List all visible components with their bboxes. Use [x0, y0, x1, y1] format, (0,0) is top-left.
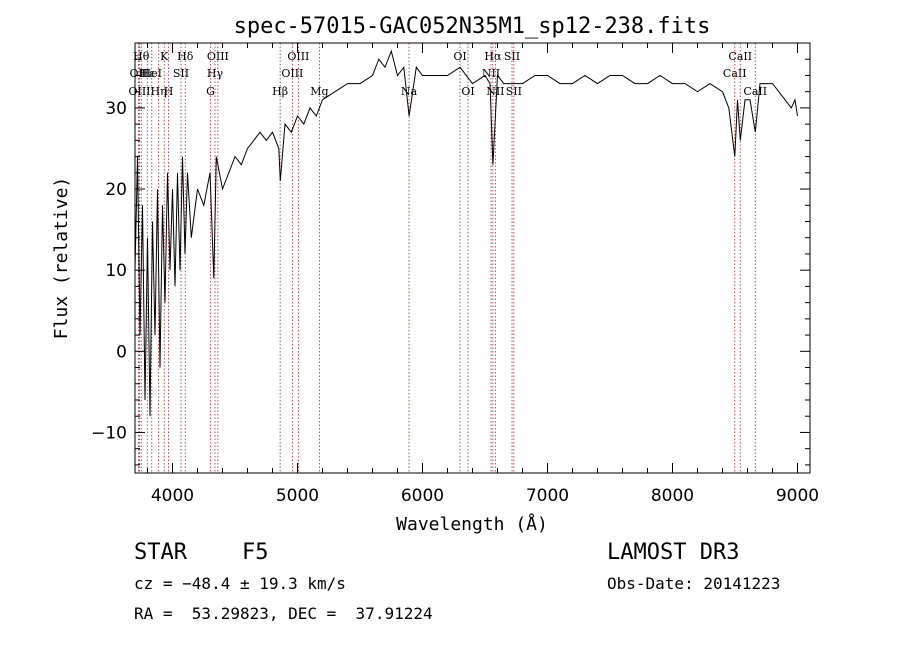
y-tick-label-2: 10	[105, 261, 127, 281]
line-label-15: OIII	[287, 50, 309, 63]
line-label-22: NII	[486, 85, 504, 98]
object-class: STAR	[134, 540, 187, 565]
line-label-0: Hθ	[133, 50, 150, 63]
x-axis-label: Wavelength (Å)	[396, 513, 548, 535]
line-label-12: OIII	[207, 50, 229, 63]
x-tick-label-2: 6000	[401, 486, 444, 506]
chart-title: spec-57015-GAC052N35M1_sp12-238.fits	[234, 14, 711, 39]
y-tick-label-0: −10	[91, 423, 127, 443]
x-tick-label-3: 7000	[526, 486, 569, 506]
line-label-17: Na	[401, 85, 418, 98]
y-tick-label-3: 20	[105, 180, 127, 200]
line-label-6: K	[160, 50, 169, 63]
survey-name: LAMOST DR3	[607, 540, 740, 565]
y-axis-ticks: −10 0 10 20 30	[91, 58, 810, 466]
line-label-8: SII	[173, 67, 189, 80]
line-label-20: NII	[482, 67, 500, 80]
line-label-9: Hδ	[177, 50, 194, 63]
line-label-23: SII	[504, 50, 520, 63]
line-label-16: Mg	[310, 85, 328, 98]
line-label-7: H	[164, 85, 174, 98]
coordinates: RA = 53.29823, DEC = 37.91224	[134, 604, 433, 623]
line-label-3: Hε	[140, 67, 156, 80]
y-tick-label-1: 0	[116, 342, 127, 362]
object-subclass: F5	[242, 540, 269, 565]
line-label-24: SII	[506, 85, 522, 98]
line-label-14: OIII	[281, 67, 303, 80]
flux-series-line	[134, 49, 798, 417]
plot-frame	[134, 42, 811, 474]
spectral-line-markers: HθOIIOIIIHεHeIHηKHSIIHδGHγOIIIHβOIIIOIII…	[128, 43, 767, 473]
line-label-13: Hβ	[272, 85, 288, 98]
line-label-26: CaII	[728, 50, 752, 63]
line-label-25: CaII	[723, 67, 747, 80]
line-label-5: Hη	[151, 85, 167, 98]
redshift-cz: cz = −48.4 ± 19.3 km/s	[134, 574, 346, 593]
line-label-27: CaII	[743, 85, 767, 98]
y-tick-label-4: 30	[105, 99, 127, 119]
x-tick-label-0: 4000	[151, 486, 194, 506]
line-label-1: OII	[130, 67, 148, 80]
y-axis-label: Flux (relative)	[51, 177, 72, 340]
x-tick-label-5: 9000	[776, 486, 819, 506]
x-axis-ticks: 4000 5000 6000 7000 8000 9000	[147, 43, 819, 506]
line-label-19: OI	[461, 85, 474, 98]
line-label-4: HeI	[142, 67, 162, 80]
line-label-11: Hγ	[207, 67, 224, 80]
line-label-18: OI	[453, 50, 466, 63]
line-label-21: Hα	[484, 50, 502, 63]
line-label-10: G	[206, 85, 215, 98]
observation-date: Obs-Date: 20141223	[607, 574, 781, 593]
x-tick-label-1: 5000	[276, 486, 319, 506]
x-tick-label-4: 8000	[651, 486, 694, 506]
